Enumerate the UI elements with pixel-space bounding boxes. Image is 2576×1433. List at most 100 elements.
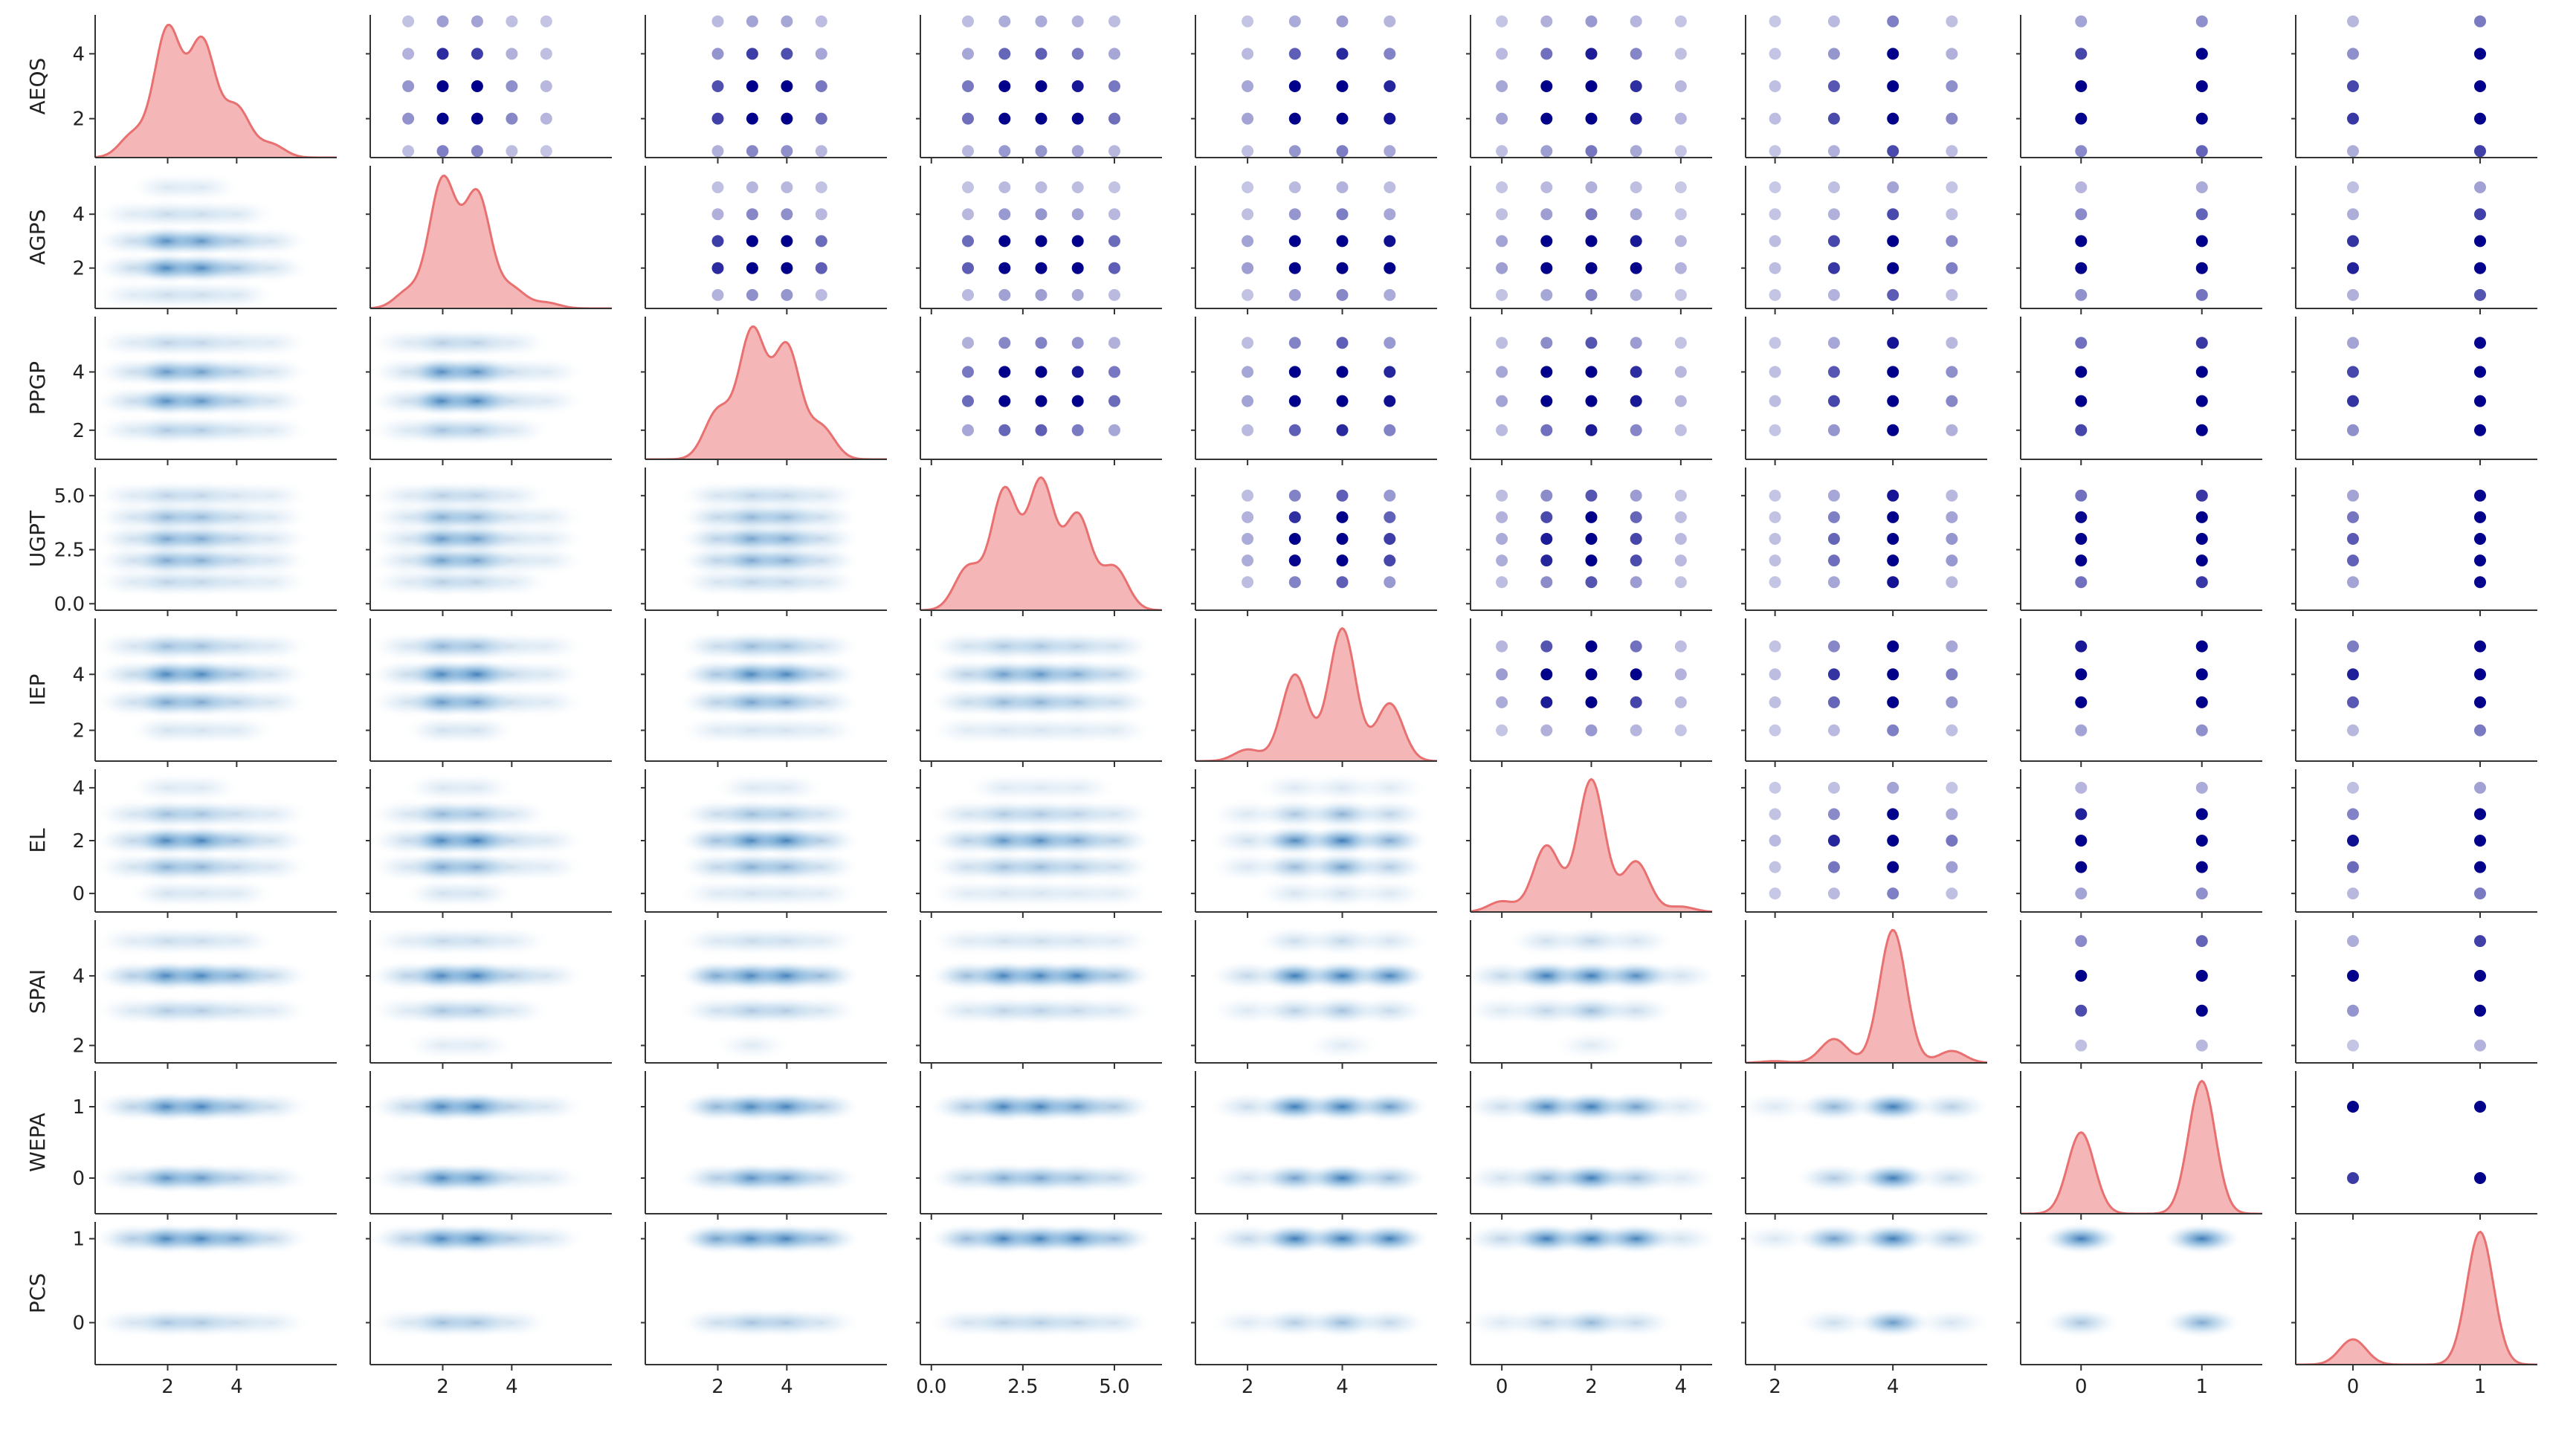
x-tick-label: 2 xyxy=(711,1376,724,1398)
scatter-point xyxy=(1827,262,1840,274)
y-tick-label: 4 xyxy=(72,664,85,686)
scatter-point xyxy=(1585,511,1598,523)
scatter-point xyxy=(1630,145,1642,158)
y-tick-label: 2 xyxy=(72,109,85,131)
scatter-point xyxy=(2075,887,2088,900)
scatter-point xyxy=(2347,640,2359,653)
scatter-point xyxy=(1242,533,1254,545)
scatter-point xyxy=(1827,554,1840,567)
scatter-point xyxy=(1585,366,1598,378)
scatter-point xyxy=(1674,554,1687,567)
x-tick-label: 4 xyxy=(1336,1376,1349,1398)
x-tick-label: 1 xyxy=(2195,1376,2208,1398)
scatter-point xyxy=(1946,808,1958,821)
kde-density-blob xyxy=(232,1091,311,1122)
scatter-point xyxy=(2347,1172,2359,1184)
kde-fill-el xyxy=(1471,779,1712,912)
scatter-point xyxy=(1769,640,1781,653)
scatter-point xyxy=(1769,511,1781,523)
x-tick-label: 2 xyxy=(161,1376,174,1398)
scatter-point xyxy=(1630,262,1642,274)
y-axis-label-el: EL xyxy=(25,828,50,853)
panel-iep-vs-iep xyxy=(1191,618,1437,767)
scatter-point xyxy=(2347,935,2359,948)
scatter-point xyxy=(2195,181,2208,193)
panel-spai-vs-wepa xyxy=(2016,920,2262,1069)
kde-density-blob xyxy=(1853,1091,1932,1122)
x-tick-label: 1 xyxy=(2474,1376,2487,1398)
scatter-point xyxy=(2347,235,2359,248)
scatter-point xyxy=(1585,489,1598,502)
panel-ugpt-vs-agps xyxy=(366,468,612,616)
scatter-point xyxy=(1071,235,1084,248)
kde-density-blob xyxy=(2163,1223,2241,1255)
scatter-point xyxy=(1384,145,1396,158)
panel-wepa-vs-iep xyxy=(1191,1071,1437,1220)
kde-line-ugpt xyxy=(920,476,1162,610)
scatter-point xyxy=(506,80,518,92)
kde-density-blob xyxy=(1075,1162,1154,1194)
scatter-point xyxy=(402,112,415,125)
kde-density-blob xyxy=(1853,1307,1932,1339)
panel-wepa-vs-spai xyxy=(1741,1071,1987,1220)
kde-density-blob xyxy=(438,878,517,909)
scatter-point xyxy=(1288,576,1301,589)
kde-density-blob xyxy=(507,545,586,576)
scatter-point xyxy=(1630,235,1642,248)
kde-density-blob xyxy=(782,714,861,746)
scatter-point xyxy=(1108,80,1120,92)
scatter-point xyxy=(2347,288,2359,301)
panel-wepa-vs-pcs xyxy=(2291,1071,2537,1220)
kde-fill-ugpt xyxy=(920,477,1162,610)
scatter-point xyxy=(1946,724,1958,737)
y-tick-label: 2 xyxy=(72,830,85,853)
scatter-point xyxy=(998,145,1011,158)
kde-density-blob xyxy=(2041,1223,2120,1255)
panel-ugpt-vs-wepa xyxy=(2016,468,2262,616)
scatter-point xyxy=(1071,366,1084,378)
scatter-point xyxy=(2347,969,2359,982)
kde-density-blob xyxy=(232,502,311,533)
scatter-point xyxy=(1674,640,1687,653)
scatter-point xyxy=(2474,366,2486,378)
scatter-point xyxy=(2474,145,2486,158)
x-tick-label: 2.5 xyxy=(1007,1376,1038,1398)
scatter-point xyxy=(962,366,974,378)
scatter-point xyxy=(1585,668,1598,681)
scatter-point xyxy=(1887,208,1899,221)
kde-line-spai xyxy=(1746,928,1987,1063)
scatter-point xyxy=(1674,724,1687,737)
scatter-point xyxy=(962,235,974,248)
kde-density-blob xyxy=(507,385,586,417)
x-tick-label: 4 xyxy=(506,1376,518,1398)
kde-density-blob xyxy=(1350,851,1429,883)
kde-density-blob xyxy=(1795,1307,1873,1339)
scatter-point xyxy=(1496,366,1508,378)
scatter-point xyxy=(2195,235,2208,248)
scatter-point xyxy=(2474,1172,2486,1184)
scatter-point xyxy=(1288,112,1301,125)
panel-spai-vs-aeqs: 2 4 SPAI xyxy=(25,920,337,1069)
scatter-point xyxy=(1288,533,1301,545)
panel-wepa-vs-el xyxy=(1466,1071,1712,1220)
scatter-point xyxy=(1496,533,1508,545)
scatter-point xyxy=(1946,696,1958,708)
scatter-point xyxy=(2195,112,2208,125)
kde-density-blob xyxy=(197,279,276,308)
scatter-point xyxy=(1946,235,1958,248)
scatter-point xyxy=(1887,554,1899,567)
x-tick-label: 2 xyxy=(1242,1376,1254,1398)
kde-density-blob xyxy=(782,545,861,576)
scatter-point xyxy=(2474,1039,2486,1052)
scatter-point xyxy=(1887,288,1899,301)
scatter-point xyxy=(1336,80,1349,92)
kde-density-blob xyxy=(782,502,861,533)
scatter-point xyxy=(540,48,552,60)
scatter-point xyxy=(998,15,1011,28)
scatter-point xyxy=(1769,489,1781,502)
panel-aeqs-vs-wepa xyxy=(2016,15,2262,164)
scatter-point xyxy=(1108,15,1120,28)
scatter-point xyxy=(2347,887,2359,900)
scatter-point xyxy=(1288,424,1301,436)
scatter-point xyxy=(1946,424,1958,436)
